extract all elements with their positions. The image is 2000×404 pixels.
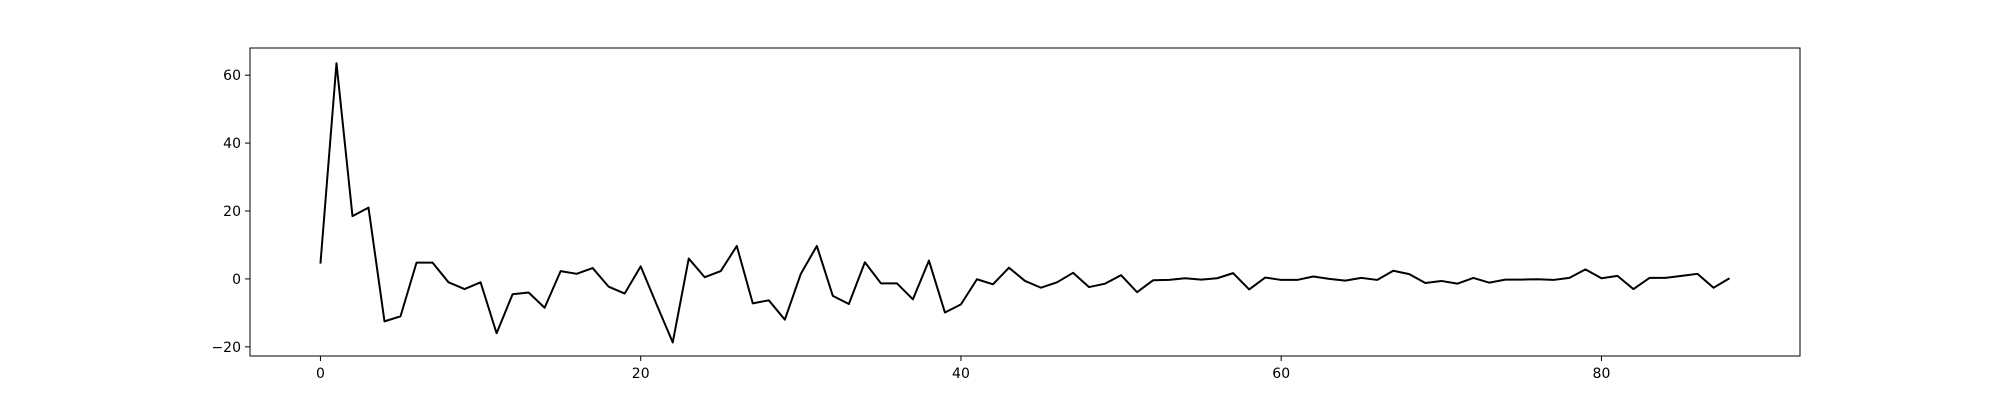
y-axis: −20 0 20 40 60	[211, 68, 250, 356]
x-tick-label: 80	[1593, 366, 1611, 382]
y-tick-label: 60	[223, 68, 241, 84]
series-line-0	[319, 62, 1731, 344]
plot-area	[249, 47, 1801, 357]
y-tick-label: 40	[223, 136, 241, 152]
y-tick-label: −20	[211, 340, 241, 356]
y-tick-label: 0	[232, 272, 241, 288]
x-tick-label: 40	[952, 366, 970, 382]
y-tick-label: 20	[223, 204, 241, 220]
x-tick-label: 20	[632, 366, 650, 382]
x-tick-label: 60	[1272, 366, 1290, 382]
x-axis: 0 20 40 60 80	[316, 356, 1610, 382]
plot-frame	[249, 47, 1801, 357]
x-tick-label: 0	[316, 366, 325, 382]
